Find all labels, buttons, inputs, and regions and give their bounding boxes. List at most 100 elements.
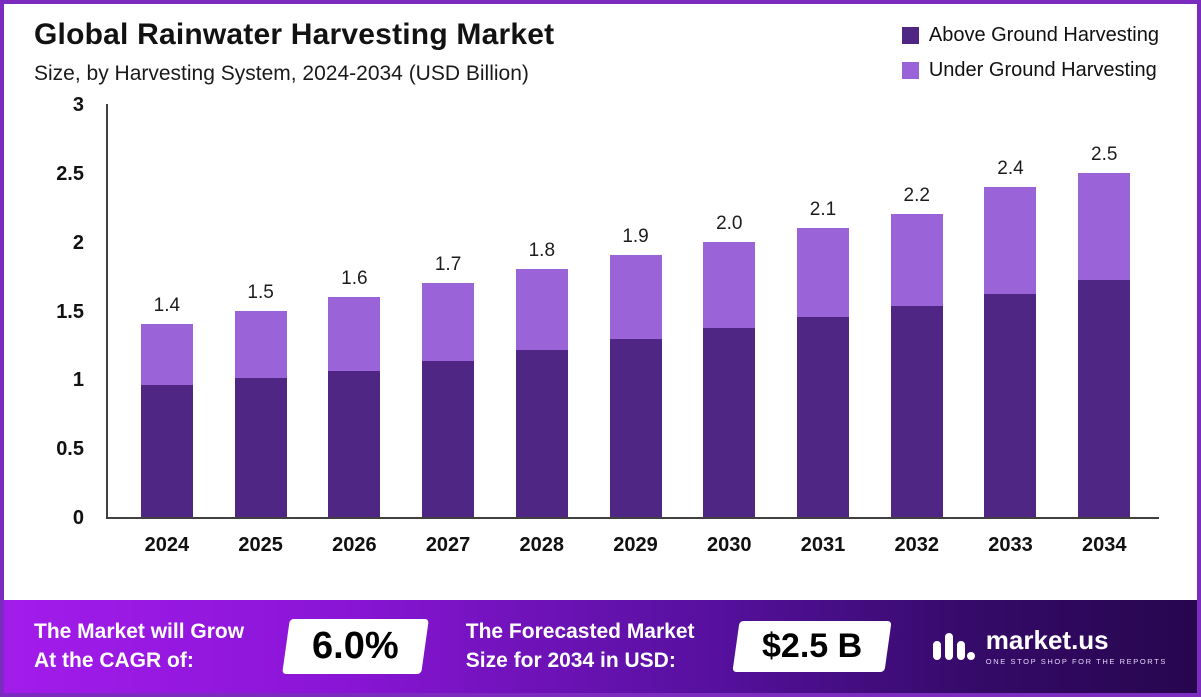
bar-stack [328, 296, 381, 517]
x-axis-category-label: 2026 [332, 534, 377, 556]
bar-segment-above-ground [422, 361, 475, 517]
marketus-logo-icon [932, 632, 975, 660]
bar-segment-above-ground [140, 384, 193, 517]
y-axis-tick-label: 0 [72, 507, 84, 529]
bar-segment-under-ground [1078, 172, 1131, 281]
bar-stack [234, 310, 287, 517]
bar-total-label: 1.7 [434, 253, 462, 275]
bar-stack [422, 282, 475, 517]
x-axis-category-label: 2034 [1081, 534, 1127, 556]
x-axis-category-label: 2024 [144, 534, 190, 556]
bar-total-label: 2.5 [1091, 143, 1118, 165]
bar-stack [609, 255, 662, 517]
bar-segment-under-ground [984, 186, 1037, 294]
bar-total-label: 2.0 [716, 212, 743, 234]
brand: market.us ONE STOP SHOP FOR THE REPORTS [930, 627, 1167, 667]
bar-total-label: 1.8 [528, 240, 556, 262]
bar-segment-under-ground [609, 255, 662, 340]
stacked-bar-chart: 0 0.5 1 1.5 2 2.5 3 1.4 2024 1.5 2025 1.6 2026 1.7 20… [34, 90, 1163, 568]
bar-segment-above-ground [609, 339, 662, 517]
bar-segment-above-ground [703, 328, 756, 517]
cagr-value: 6.0% [311, 625, 399, 667]
bar-stack [890, 214, 943, 517]
y-axis-tick-label: 2.5 [56, 162, 84, 185]
bar-segment-above-ground [890, 306, 943, 517]
brand-text: market.us ONE STOP SHOP FOR THE REPORTS [986, 627, 1167, 666]
bar-segment-above-ground [797, 317, 849, 517]
x-axis-category-label: 2028 [519, 534, 565, 556]
footer-banner: The Market will Grow At the CAGR of: 6.0… [4, 600, 1197, 693]
bar-group-2032: 2.2 2032 [870, 104, 964, 556]
legend-swatch-icon [901, 27, 919, 44]
y-axis: 0 0.5 1 1.5 2 2.5 3 [34, 94, 92, 529]
bar-group-2030: 2.0 2030 [682, 104, 776, 556]
bar-segment-above-ground [515, 350, 568, 517]
forecast-value: $2.5 B [762, 627, 863, 665]
x-axis-category-label: 2030 [707, 534, 752, 556]
forecast-label-line1: The Forecasted Market [465, 620, 695, 644]
cagr-label-line1: The Market will Grow [34, 620, 245, 644]
bar-total-label: 2.2 [903, 185, 930, 207]
brand-name: market.us [985, 625, 1109, 655]
bar-total-label: 1.4 [153, 295, 181, 317]
legend-item-under-ground: Under Ground Harvesting [901, 59, 1159, 82]
legend-label: Above Ground Harvesting [928, 24, 1159, 46]
bar-group-2029: 1.9 2029 [589, 104, 683, 556]
bar-segment-above-ground [328, 371, 381, 517]
bar-stack [140, 324, 193, 517]
bar-segment-above-ground [234, 377, 287, 517]
x-axis-category-label: 2025 [238, 534, 283, 556]
cagr-label: The Market will Grow At the CAGR of: [34, 618, 244, 675]
bar-group-2028: 1.8 2028 [495, 104, 589, 556]
cagr-value-badge: 6.0% [281, 619, 429, 674]
y-axis-tick-label: 0.5 [56, 438, 84, 461]
forecast-label: The Forecasted Market Size for 2034 in U… [466, 618, 695, 675]
bar-stack [1078, 172, 1131, 517]
bar-total-label: 1.9 [622, 226, 649, 248]
bar-segment-under-ground [140, 324, 193, 385]
legend-item-above-ground: Above Ground Harvesting [901, 24, 1159, 47]
x-axis-category-label: 2032 [894, 534, 939, 556]
y-axis-tick-label: 2 [72, 231, 84, 254]
bar-segment-under-ground [515, 269, 568, 351]
y-axis-tick-label: 3 [72, 94, 84, 116]
bar-stack [984, 186, 1037, 517]
x-axis-category-label: 2033 [988, 534, 1033, 556]
bar-group-2025: 1.5 2025 [214, 104, 308, 556]
bar-segment-under-ground [797, 227, 849, 318]
cagr-label-line2: At the CAGR of: [34, 648, 194, 672]
forecast-value-badge: $2.5 B [732, 621, 892, 672]
bar-segment-above-ground [984, 293, 1037, 517]
bar-segment-under-ground [422, 282, 475, 362]
legend-label: Under Ground Harvesting [928, 59, 1157, 81]
bar-stack [515, 269, 568, 517]
forecast-label-line2: Size for 2034 in USD: [465, 648, 676, 672]
bar-group-2033: 2.4 2033 [964, 104, 1058, 556]
x-axis-category-label: 2027 [425, 534, 471, 556]
bar-segment-under-ground [328, 296, 381, 372]
bar-total-label: 1.6 [341, 267, 368, 289]
bar-segment-under-ground [703, 241, 756, 329]
plot-area: 1.4 2024 1.5 2025 1.6 2026 1.7 2027 1.8 2028 1.9 20… [106, 104, 1159, 556]
bar-group-2026: 1.6 2026 [307, 104, 401, 556]
bar-total-label: 2.1 [809, 198, 837, 220]
y-axis-tick-label: 1.5 [56, 300, 84, 323]
bar-segment-under-ground [234, 310, 287, 378]
bar-total-label: 2.4 [997, 157, 1024, 179]
bar-group-2027: 1.7 2027 [401, 104, 495, 556]
bar-total-label: 1.5 [247, 281, 274, 303]
header: Global Rainwater Harvesting Market Size,… [4, 4, 1197, 86]
bar-group-2034: 2.5 2034 [1057, 104, 1151, 556]
bar-stack [703, 241, 756, 517]
page-title: Global Rainwater Harvesting Market [34, 18, 555, 51]
bar-segment-above-ground [1078, 280, 1131, 517]
x-axis-category-label: 2031 [800, 534, 846, 556]
bar-stack [797, 227, 849, 517]
bars-container: 1.4 2024 1.5 2025 1.6 2026 1.7 2027 1.8 2028 1.9 20… [108, 104, 1159, 556]
page-subtitle: Size, by Harvesting System, 2024-2034 (U… [34, 62, 529, 85]
bar-group-2031: 2.1 2031 [776, 104, 870, 556]
y-axis-tick-label: 1 [72, 369, 84, 392]
bar-segment-under-ground [890, 214, 943, 307]
brand-tagline: ONE STOP SHOP FOR THE REPORTS [985, 657, 1167, 666]
